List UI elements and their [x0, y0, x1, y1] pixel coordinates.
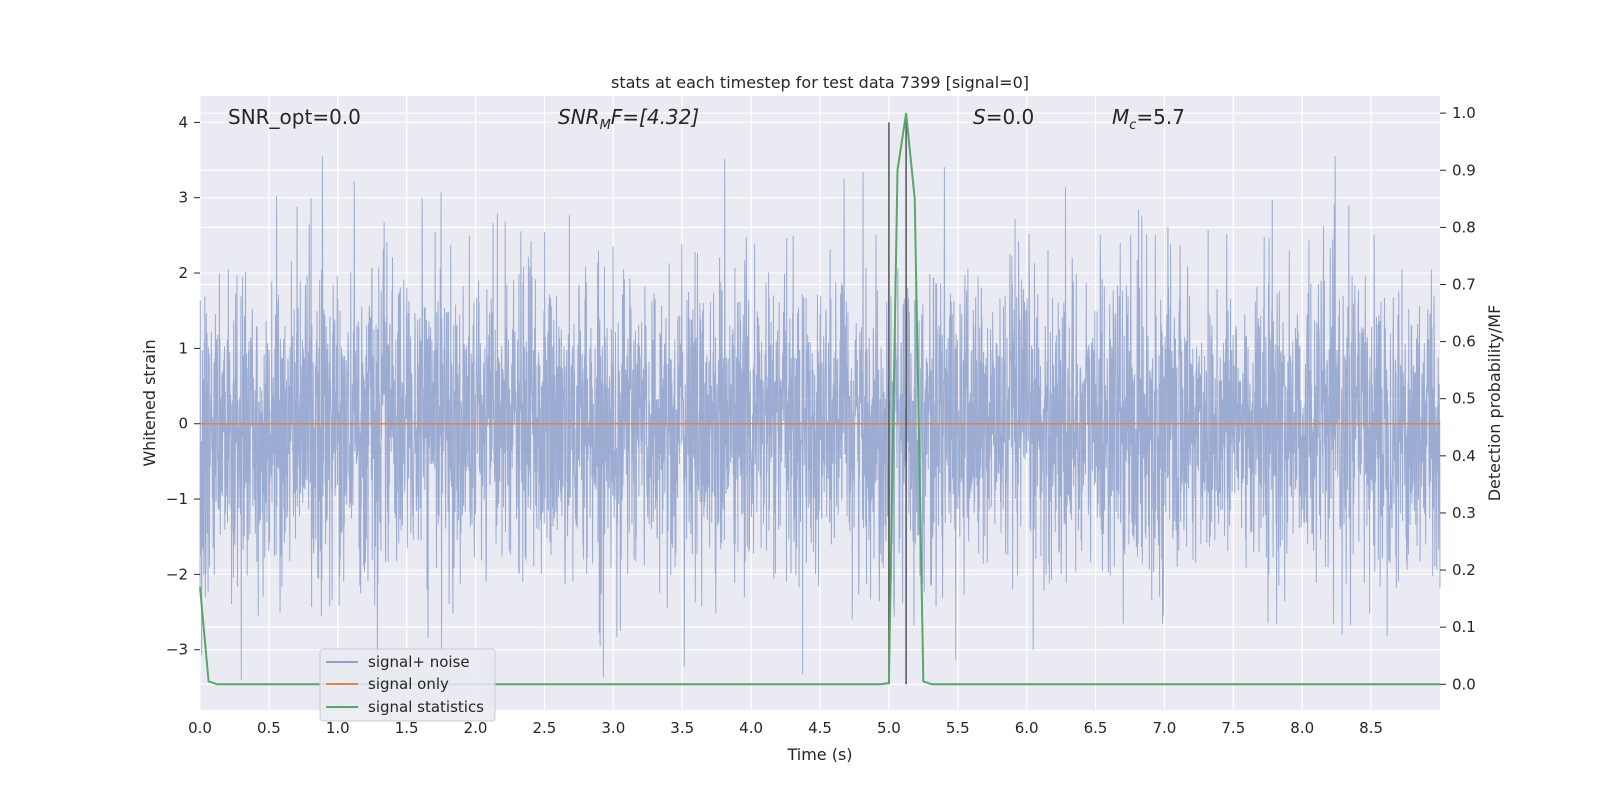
- y-tick-label-left: 3: [178, 189, 188, 207]
- legend: signal+ noise signal only signal statist…: [319, 648, 496, 722]
- x-tick-label: 3.0: [601, 719, 625, 737]
- y-tick-labels-right: 1.0 0.9 0.8 0.7 0.6 0.5 0.4 0.3 0.2 0.1 0.0: [1440, 104, 1476, 693]
- x-tick-label: 2.0: [464, 719, 488, 737]
- x-tick-label: 7.5: [1221, 719, 1245, 737]
- x-tick-label: 3.5: [670, 719, 694, 737]
- y-tick-label-right: 0.5: [1452, 390, 1476, 408]
- y-tick-label-right: 0.4: [1452, 447, 1476, 465]
- y-tick-label-left: 1: [178, 339, 188, 357]
- noise-series: [199, 156, 1441, 680]
- y-tick-label-right: 0.7: [1452, 275, 1476, 293]
- chart-title: stats at each timestep for test data 739…: [611, 73, 1029, 92]
- annotation-snr-opt: SNR_opt=0.0: [228, 105, 361, 129]
- y-tick-label-left: −2: [166, 565, 188, 583]
- x-tick-label: 5.5: [946, 719, 970, 737]
- y-tick-label-right: 0.3: [1452, 504, 1476, 522]
- x-tick-label: 7.0: [1153, 719, 1177, 737]
- signal-noise-line: [199, 156, 1441, 680]
- annotation-snr-mf: SNRMF=[4.32]: [558, 105, 699, 133]
- x-tick-label: 0.5: [257, 719, 281, 737]
- x-tick-label: 4.5: [808, 719, 832, 737]
- legend-label-signal-statistics: signal statistics: [368, 698, 484, 716]
- x-tick-label: 2.5: [533, 719, 557, 737]
- y-tick-label-right: 0.1: [1452, 618, 1476, 636]
- x-tick-label: 8.5: [1359, 719, 1383, 737]
- x-tick-label: 0.0: [188, 719, 212, 737]
- annotation-mc: Mc=5.7: [1112, 105, 1185, 133]
- y-tick-labels-left: 4 3 2 1 0 −1 −2 −3: [166, 113, 200, 659]
- series-layer: [199, 112, 1440, 686]
- y-tick-label-left: −3: [166, 641, 188, 659]
- y-tick-label-right: 0.0: [1452, 675, 1476, 693]
- signal-statistics-line: [199, 112, 1440, 686]
- x-tick-label: 4.0: [739, 719, 763, 737]
- x-tick-label: 1.5: [395, 719, 419, 737]
- y-tick-label-left: 0: [178, 415, 188, 433]
- x-tick-label: 8.0: [1290, 719, 1314, 737]
- y-tick-label-right: 0.6: [1452, 333, 1476, 351]
- y-tick-label-left: 4: [178, 113, 188, 131]
- y-tick-label-left: −1: [166, 490, 188, 508]
- annotation-s: S=0.0: [973, 105, 1034, 129]
- y-axis-label-left: Whitened strain: [140, 339, 159, 466]
- x-tick-label: 6.5: [1084, 719, 1108, 737]
- y-tick-label-left: 2: [178, 264, 188, 282]
- y-tick-label-right: 0.9: [1452, 161, 1476, 179]
- legend-label-signal-noise: signal+ noise: [368, 653, 470, 671]
- x-tick-label: 5.0: [877, 719, 901, 737]
- y-tick-label-right: 1.0: [1452, 104, 1476, 122]
- y-axis-label-right: Detection probability/MF: [1485, 305, 1504, 502]
- legend-box: [319, 648, 496, 722]
- x-tick-label: 1.0: [326, 719, 350, 737]
- legend-label-signal-only: signal only: [368, 675, 449, 693]
- x-tick-label: 6.0: [1015, 719, 1039, 737]
- y-tick-label-right: 0.2: [1452, 561, 1476, 579]
- x-tick-labels: 0.0 0.5 1.0 1.5 2.0 2.5 3.0 3.5 4.0 4.5 5.0 5.5 6.0 6…: [188, 719, 1383, 737]
- y-tick-label-right: 0.8: [1452, 218, 1476, 236]
- x-axis-label: Time (s): [786, 745, 852, 764]
